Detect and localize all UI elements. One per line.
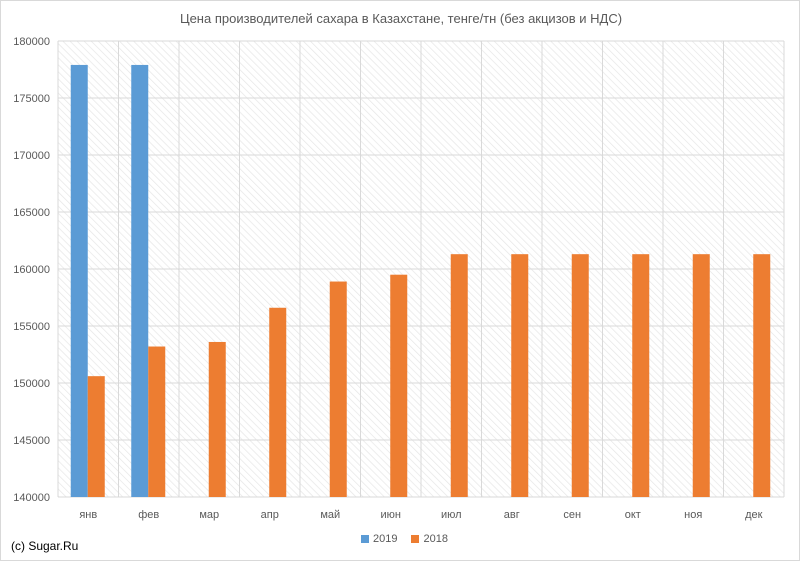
legend: 2019 2018 xyxy=(361,533,448,545)
bar-2019-фев xyxy=(131,64,149,497)
y-tick-label: 155000 xyxy=(13,321,50,333)
source-credit: (c) Sugar.Ru xyxy=(11,539,79,553)
y-tick-label: 150000 xyxy=(13,378,50,390)
x-tick-label: май xyxy=(320,509,340,521)
legend-swatch-2018 xyxy=(411,535,420,543)
bar-2018-июн xyxy=(390,274,408,497)
x-tick-label: янв xyxy=(79,509,97,521)
bar-2018-мар xyxy=(208,341,226,497)
bar-2018-фев xyxy=(148,346,166,497)
y-tick-label: 165000 xyxy=(13,207,50,219)
bar-2018-апр xyxy=(269,307,287,497)
y-tick-label: 180000 xyxy=(13,36,50,48)
x-tick-label: апр xyxy=(261,509,279,521)
bar-2018-май xyxy=(329,281,347,497)
y-tick-label: 140000 xyxy=(13,492,50,504)
x-tick-label: окт xyxy=(625,509,641,521)
x-tick-label: дек xyxy=(745,509,763,521)
chart-title: Цена производителей сахара в Казахстане,… xyxy=(179,11,623,26)
x-tick-label: авг xyxy=(504,509,520,521)
legend-label-2018: 2018 xyxy=(423,533,448,545)
bar-2018-окт xyxy=(632,254,650,497)
x-tick-label: июл xyxy=(441,509,462,521)
y-tick-label: 170000 xyxy=(13,150,50,162)
y-tick-label: 160000 xyxy=(13,264,50,276)
x-tick-label: мар xyxy=(199,509,219,521)
y-tick-label: 145000 xyxy=(13,435,50,447)
x-tick-label: фев xyxy=(138,509,159,521)
legend-item-2018: 2018 xyxy=(411,533,448,545)
legend-swatch-2019 xyxy=(361,535,369,543)
bar-2018-июл xyxy=(450,254,468,497)
legend-label-2019: 2019 xyxy=(373,533,398,545)
bar-2018-сен xyxy=(571,254,589,497)
x-tick-label: июн xyxy=(381,509,401,521)
x-tick-label: ноя xyxy=(684,509,702,521)
bar-2018-дек xyxy=(753,254,771,497)
bar-2018-авг xyxy=(511,254,529,497)
y-tick-label: 175000 xyxy=(13,93,50,105)
bar-2019-янв xyxy=(70,64,88,497)
legend-item-2019: 2019 xyxy=(361,533,397,545)
bar-2018-янв xyxy=(87,376,105,497)
x-tick-label: сен xyxy=(563,509,581,521)
bar-2018-ноя xyxy=(692,254,710,497)
